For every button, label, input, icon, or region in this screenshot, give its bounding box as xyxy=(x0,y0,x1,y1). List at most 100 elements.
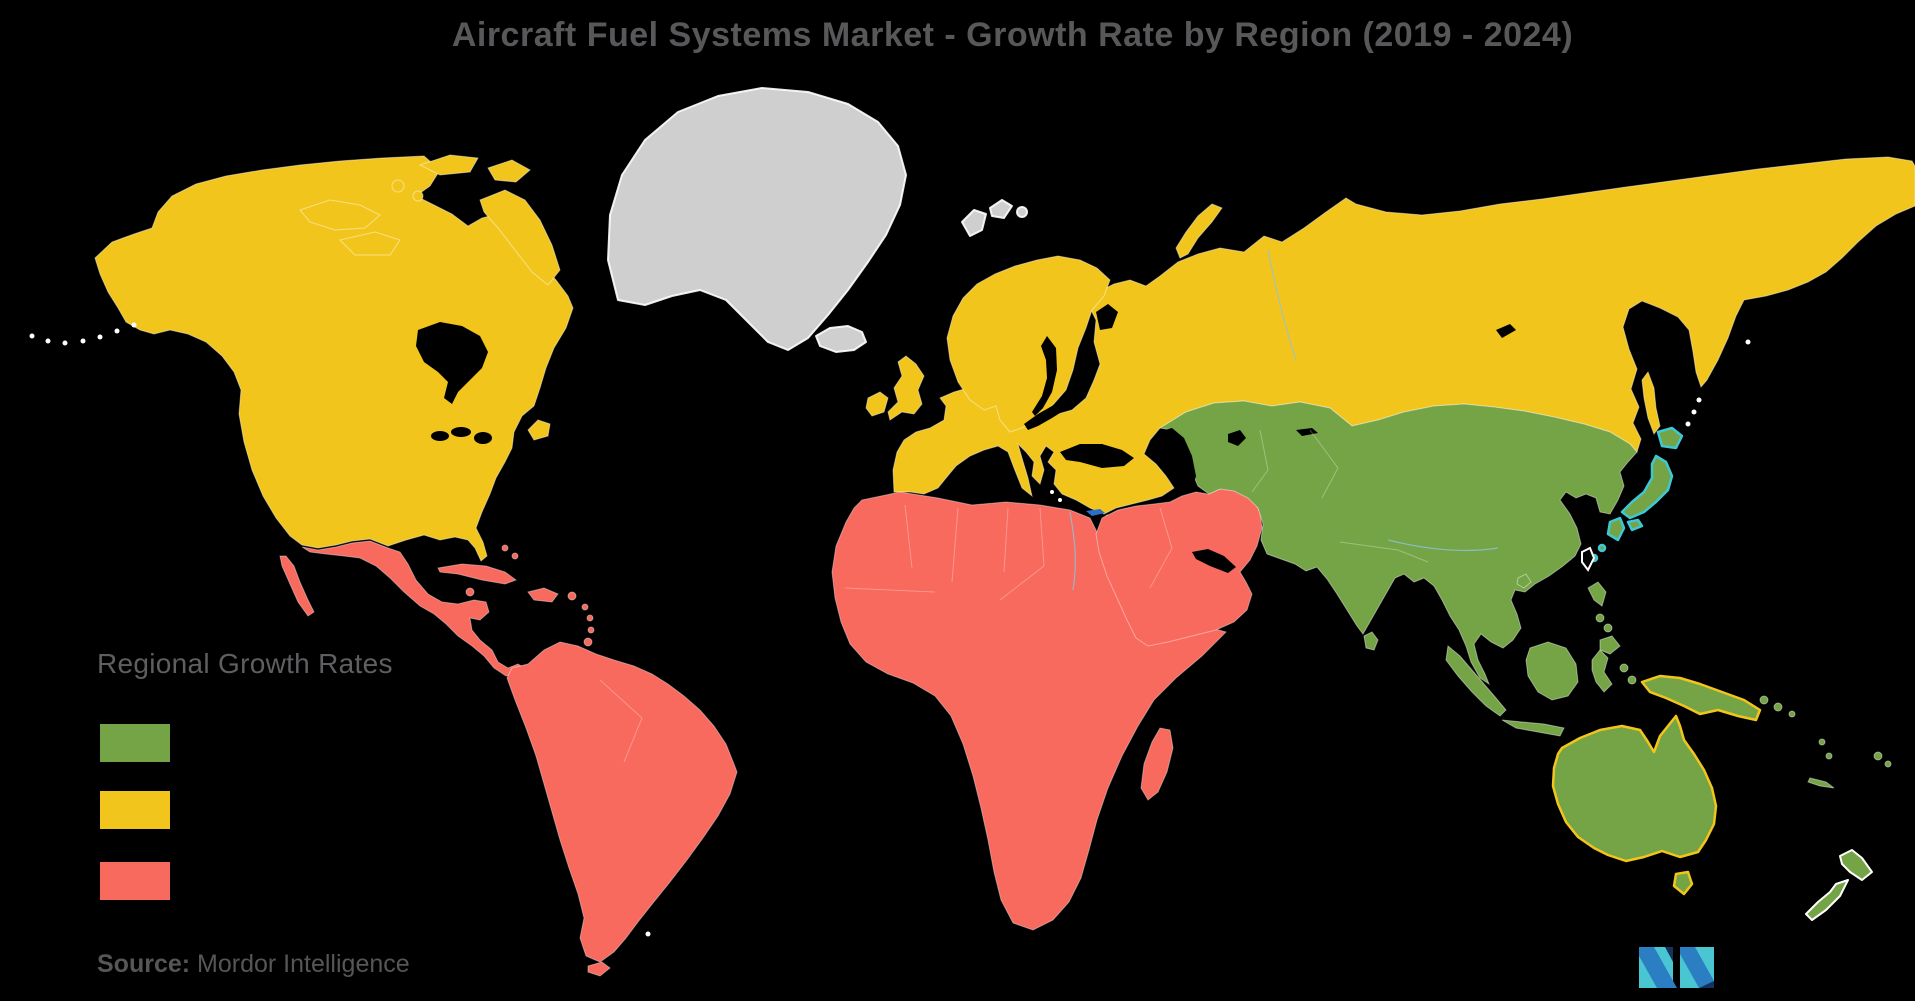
region-baja-california xyxy=(279,555,315,617)
region-novaya-zemlya xyxy=(1175,203,1223,259)
region-ireland xyxy=(865,391,889,417)
region-jamaica xyxy=(465,587,475,597)
border-asia-2 xyxy=(1339,541,1429,563)
rivers xyxy=(1069,249,1499,591)
great-lake-2 xyxy=(451,427,471,437)
region-new-caledonia xyxy=(1807,777,1835,789)
gulf-of-bothnia xyxy=(1032,336,1057,416)
region-trinidad xyxy=(583,637,593,647)
legend-swatch-yellow xyxy=(100,791,170,829)
white-islets xyxy=(29,322,1751,937)
region-gray-group xyxy=(607,87,1028,353)
region-antilles-1 xyxy=(581,603,589,611)
chart-title: Aircraft Fuel Systems Market - Growth Ra… xyxy=(451,16,1574,54)
border-africa-1 xyxy=(904,504,913,569)
region-north-america xyxy=(94,155,574,562)
region-scandinavia xyxy=(946,255,1111,433)
region-arctic-island-devon xyxy=(487,159,531,183)
region-madagascar xyxy=(1140,727,1174,801)
aleutian-7 xyxy=(131,322,137,328)
region-bahamas-1 xyxy=(501,544,509,552)
legend-swatch-red xyxy=(100,862,170,900)
lake-balkhash xyxy=(1296,428,1318,436)
commander-1 xyxy=(1745,339,1751,345)
source-value: Mordor Intelligence xyxy=(197,950,410,978)
kuril-1 xyxy=(1685,421,1691,427)
logo-right-navy-wedge xyxy=(1699,981,1714,988)
region-arctic-island-victoria xyxy=(339,231,401,256)
region-kyushu xyxy=(1606,516,1626,542)
legend-swatch-green xyxy=(100,724,170,762)
region-visayas-1 xyxy=(1595,613,1605,623)
region-mexico-central-america xyxy=(301,540,535,677)
country-borders xyxy=(599,429,1429,763)
region-fiji-2 xyxy=(1884,760,1892,768)
border-middle-east-1 xyxy=(1149,507,1173,589)
water-overlays xyxy=(416,304,1516,573)
region-arctic-islet-2 xyxy=(412,190,424,202)
great-lake-1 xyxy=(431,431,449,441)
kuril-3 xyxy=(1696,397,1702,403)
region-hainan xyxy=(1516,573,1532,589)
region-sakhalin xyxy=(1641,370,1661,436)
region-vanuatu-1 xyxy=(1818,738,1826,746)
region-moluccas-1 xyxy=(1619,663,1629,673)
region-greenland xyxy=(607,87,907,351)
border-asia-1 xyxy=(1309,429,1339,499)
border-africa-2 xyxy=(951,507,959,583)
region-green-group xyxy=(1158,400,1892,789)
region-solomons-3 xyxy=(1788,710,1796,718)
region-svalbard-2 xyxy=(989,199,1013,219)
caspian-sea xyxy=(1158,428,1196,490)
region-middle-east xyxy=(1095,487,1263,647)
mordor-intelligence-logo xyxy=(1639,947,1714,988)
kuril-2 xyxy=(1691,409,1697,415)
region-bahamas-2 xyxy=(511,552,519,560)
region-solomons-1 xyxy=(1759,695,1769,705)
logo-right-blue-diagonal xyxy=(1680,947,1714,988)
region-tierra-del-fuego xyxy=(587,961,611,977)
nile-river xyxy=(1069,511,1076,591)
region-arctic-islet-1 xyxy=(391,179,405,193)
source-label: Source: xyxy=(97,950,191,978)
region-australia xyxy=(1551,714,1718,863)
region-puerto-rico xyxy=(567,591,577,601)
black-sea xyxy=(1060,444,1134,468)
region-hokkaido xyxy=(1656,426,1684,450)
region-svalbard-3 xyxy=(1016,206,1028,218)
region-shikoku xyxy=(1626,518,1644,532)
aral-sea xyxy=(1228,430,1246,446)
border-asia-3 xyxy=(1251,429,1269,493)
region-arctic-island-ellesmere xyxy=(418,154,479,176)
ob-river xyxy=(1267,249,1297,361)
hudson-bay xyxy=(416,322,488,404)
region-borneo xyxy=(1525,641,1579,701)
region-new-guinea xyxy=(1640,674,1762,722)
border-africa-4 xyxy=(844,587,936,593)
region-newfoundland xyxy=(527,419,551,441)
region-sulawesi xyxy=(1591,649,1613,693)
region-antilles-2 xyxy=(586,614,594,622)
region-tasmania xyxy=(1672,870,1694,896)
region-hispaniola xyxy=(527,587,559,603)
great-lake-3 xyxy=(474,432,492,444)
region-japan-group xyxy=(1589,426,1684,563)
region-arctic-island-banks xyxy=(299,199,381,231)
logo-left-navy-wedge xyxy=(1665,947,1673,962)
region-sri-lanka xyxy=(1363,631,1379,651)
region-europe-russia xyxy=(892,156,1915,515)
aleutian-3 xyxy=(62,340,68,346)
region-ryukyu-1 xyxy=(1597,543,1607,553)
region-australia-group xyxy=(1551,674,1762,896)
source-line: Source: Mordor Intelligence xyxy=(97,950,410,979)
border-africa-5 xyxy=(999,507,1045,601)
falkland xyxy=(645,931,651,937)
region-fiji-1 xyxy=(1873,751,1883,761)
lake-baikal xyxy=(1496,324,1516,338)
region-nz-north-island xyxy=(1839,849,1873,881)
aleutian-1 xyxy=(29,333,35,339)
legend: Regional Growth Rates xyxy=(97,648,393,900)
border-south-america-1 xyxy=(599,679,643,763)
region-red-group xyxy=(279,487,1263,977)
